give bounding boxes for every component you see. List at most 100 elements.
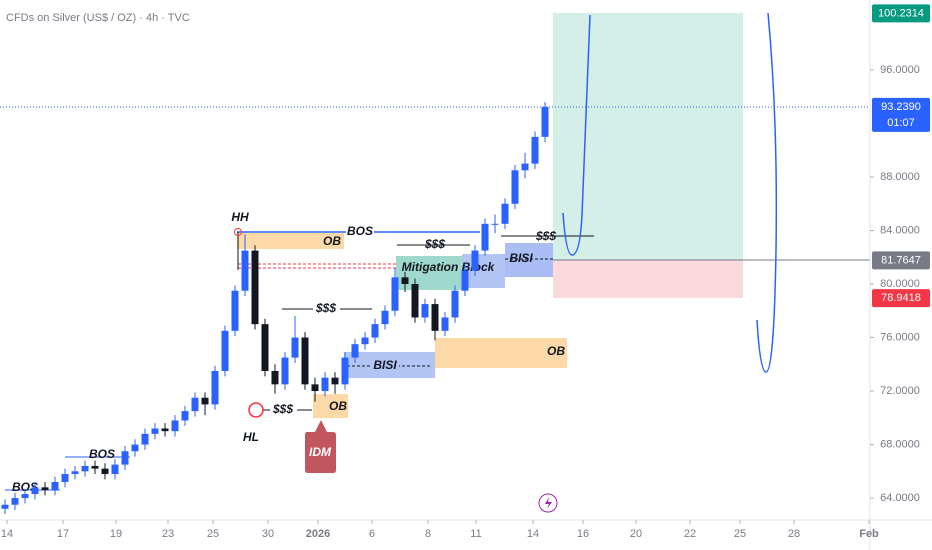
x-tick-label: 22 xyxy=(684,528,696,540)
candle-body xyxy=(351,344,359,358)
idm-callout xyxy=(305,420,336,473)
bos-label: BOS xyxy=(347,224,373,238)
candle-body xyxy=(331,377,339,385)
candle-body xyxy=(511,170,519,204)
candle-body xyxy=(91,465,99,469)
candle-body xyxy=(411,284,419,318)
candle-body xyxy=(131,444,139,452)
x-tick-label: 11 xyxy=(470,528,481,540)
price-label-sub: 01:07 xyxy=(887,117,915,129)
candle-body xyxy=(51,482,59,491)
liquidity-label: $$$ xyxy=(315,301,336,315)
hh-marker xyxy=(234,228,242,236)
price-label-box xyxy=(872,289,930,308)
candle-body xyxy=(381,310,389,325)
bisi-label: BISI xyxy=(373,358,397,372)
candle-body xyxy=(201,397,209,405)
candle-body xyxy=(491,223,499,225)
hl-label: HL xyxy=(243,430,259,444)
candle-body xyxy=(211,370,219,405)
candle-body xyxy=(271,370,279,385)
candle-body xyxy=(71,471,79,474)
x-tick-label: Feb xyxy=(859,528,879,540)
price-label-box xyxy=(872,97,930,132)
candle-body xyxy=(371,324,379,338)
candle-body xyxy=(471,250,479,271)
candle-body xyxy=(311,384,319,392)
candle-body xyxy=(221,330,229,371)
ob-zone xyxy=(237,233,344,249)
ob-label: OB xyxy=(547,344,565,358)
x-tick-label: 14 xyxy=(1,528,13,540)
mitigation-label: Mitigation Block xyxy=(402,260,496,274)
liquidity-label: $$$ xyxy=(272,402,293,416)
x-tick-label: 19 xyxy=(110,528,122,540)
x-tick-label: 30 xyxy=(262,528,274,540)
ob-label: OB xyxy=(329,399,347,413)
bos-label: BOS xyxy=(89,447,115,461)
candle-body xyxy=(121,451,129,465)
candle-body xyxy=(521,163,529,171)
y-tick-label: 88.0000 xyxy=(880,171,920,183)
stop-zone xyxy=(553,260,743,298)
candle-body xyxy=(261,324,269,371)
candle-body xyxy=(531,136,539,164)
candle-body xyxy=(501,203,509,224)
candle-body xyxy=(151,428,159,434)
x-tick-label: 6 xyxy=(369,528,375,540)
candle-body xyxy=(161,428,169,432)
ob-zone xyxy=(313,394,348,418)
projection-curve xyxy=(756,12,778,373)
candle-body xyxy=(81,465,89,472)
label-bg xyxy=(270,403,297,417)
candle-body xyxy=(401,277,409,285)
candle-body xyxy=(11,498,19,505)
candle-body xyxy=(191,397,199,412)
candle-body xyxy=(251,250,259,325)
projection-curve xyxy=(562,14,591,256)
candle-body xyxy=(461,270,469,291)
price-label: 100.2314 xyxy=(878,7,924,19)
candle-body xyxy=(431,304,439,331)
liquidity-label: $$$ xyxy=(535,229,556,243)
chart-title: CFDs on Silver (US$ / OZ) · 4h · TVC xyxy=(6,12,190,24)
candle-body xyxy=(21,494,29,499)
ob-zone xyxy=(435,338,567,368)
candle-body xyxy=(61,473,69,483)
y-tick-label: 76.0000 xyxy=(880,331,920,343)
candle-body xyxy=(451,290,459,318)
x-tick-label: 8 xyxy=(425,528,431,540)
candle-body xyxy=(231,290,239,331)
x-tick-label: 28 xyxy=(788,528,800,540)
x-tick-label: 20 xyxy=(630,528,642,540)
candle-body xyxy=(1,504,9,509)
candle-body xyxy=(171,420,179,432)
candle-body xyxy=(141,433,149,445)
candle-body xyxy=(441,317,449,331)
x-tick-label: 25 xyxy=(734,528,746,540)
x-tick-label: 2026 xyxy=(306,528,330,540)
candle-body xyxy=(421,304,429,318)
candle-body xyxy=(391,277,399,311)
candle-body xyxy=(181,411,189,421)
candle-body xyxy=(111,464,119,474)
y-tick-label: 68.0000 xyxy=(880,438,920,450)
x-tick-label: 16 xyxy=(577,528,589,540)
candle-body xyxy=(281,357,289,385)
label-bg xyxy=(313,302,340,316)
candle-body xyxy=(341,357,349,385)
label-bg xyxy=(371,359,399,373)
ob-label: OB xyxy=(323,234,341,248)
candle-body xyxy=(241,250,249,291)
x-tick-label: 14 xyxy=(527,528,539,540)
y-tick-label: 80.0000 xyxy=(880,278,920,290)
price-label: 81.7647 xyxy=(881,254,921,266)
hl-marker xyxy=(248,402,264,418)
label-bg xyxy=(346,224,374,239)
candles xyxy=(1,102,549,515)
y-tick-label: 84.0000 xyxy=(880,224,920,236)
y-tick-label: 96.0000 xyxy=(880,64,920,76)
x-tick-label: 25 xyxy=(207,528,219,540)
price-label-box xyxy=(872,4,930,23)
